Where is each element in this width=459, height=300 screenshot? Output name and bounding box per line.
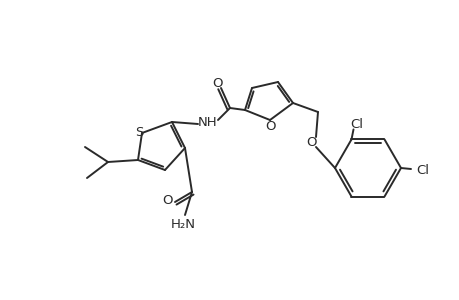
Text: NH: NH [198, 116, 218, 128]
Text: Cl: Cl [415, 164, 429, 176]
Text: S: S [134, 125, 143, 139]
Text: Cl: Cl [349, 118, 362, 131]
Text: O: O [306, 136, 317, 148]
Text: H₂N: H₂N [170, 218, 195, 232]
Text: O: O [162, 194, 173, 208]
Text: O: O [212, 76, 223, 89]
Text: O: O [265, 119, 276, 133]
